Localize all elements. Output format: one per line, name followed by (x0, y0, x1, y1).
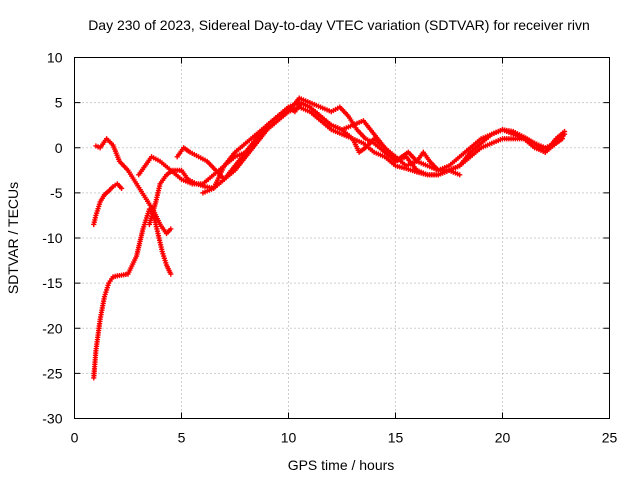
y-tick-label: 0 (55, 140, 63, 156)
y-tick-label: -15 (42, 275, 62, 291)
series-1 (91, 206, 174, 381)
y-axis-label: SDTVAR / TECUs (5, 182, 21, 294)
series-markers (91, 181, 125, 228)
y-tick-label: -10 (42, 230, 62, 246)
series-markers (93, 136, 174, 237)
y-tick-label: -30 (42, 411, 62, 427)
x-tick-label: 5 (178, 430, 186, 446)
y-tick-label: -20 (42, 320, 62, 336)
axis-ticks: 0 5 10 15 20 25 -30 -25 -20 -15 -10 -5 0 5 10 (42, 50, 617, 446)
series-5 (136, 100, 568, 187)
y-tick-label: 5 (55, 95, 63, 111)
grid (74, 57, 610, 419)
chart-title: Day 230 of 2023, Sidereal Day-to-day VTE… (88, 17, 590, 33)
series-markers (200, 100, 463, 196)
series-markers (136, 100, 568, 187)
series-7 (200, 100, 463, 196)
series-2 (91, 181, 125, 228)
y-tick-label: 10 (47, 50, 63, 66)
x-tick-label: 25 (602, 430, 618, 446)
x-tick-label: 10 (281, 430, 297, 446)
x-tick-label: 20 (495, 430, 511, 446)
series-line (137, 101, 566, 186)
series-markers (91, 206, 174, 381)
y-tick-label: -25 (42, 365, 62, 381)
series-3 (93, 136, 174, 237)
y-tick-label: -5 (50, 185, 63, 201)
x-axis-label: GPS time / hours (288, 457, 395, 473)
data-points (91, 95, 568, 381)
series-6 (174, 95, 568, 182)
x-tick-label: 0 (71, 430, 79, 446)
x-tick-label: 15 (388, 430, 404, 446)
